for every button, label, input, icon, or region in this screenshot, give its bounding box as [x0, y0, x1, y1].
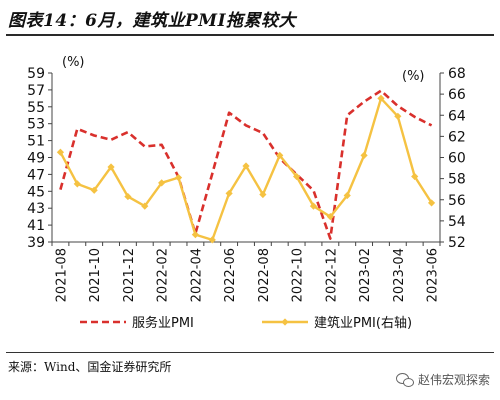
- x-tick-label: 2021-08: [54, 248, 69, 302]
- chart-legend: 服务业PMI 建筑业PMI(右轴): [80, 315, 412, 331]
- y-left-tick-label: 41: [27, 218, 45, 234]
- y-left-tick-label: 45: [27, 184, 45, 200]
- series-point-1: [141, 202, 149, 210]
- figure-title: 图表14：6月，建筑业PMI拖累较大: [8, 11, 297, 31]
- y-right-tick-label: 52: [448, 235, 466, 251]
- y-left-tick-label: 51: [27, 134, 45, 150]
- title-divider: [6, 34, 494, 36]
- y-left-unit: (%): [62, 55, 85, 70]
- x-tick-label: 2022-08: [257, 248, 272, 302]
- series-point-1: [360, 151, 368, 159]
- y-right-tick-label: 56: [448, 193, 466, 209]
- x-tick-label: 2022-12: [324, 248, 339, 302]
- series-point-1: [191, 231, 199, 239]
- series-point-1: [377, 94, 385, 102]
- series-point-1: [56, 148, 65, 156]
- series-point-1: [225, 189, 233, 198]
- watermark-text: 赵伟宏观探索: [417, 373, 490, 387]
- series-point-1: [208, 236, 216, 244]
- chart-series: [56, 89, 436, 244]
- y-right-tick-label: 66: [448, 87, 466, 103]
- y-right-tick-label: 68: [448, 66, 466, 82]
- source-divider: [6, 352, 494, 353]
- series-point-1: [158, 179, 166, 187]
- series-point-1: [73, 180, 81, 188]
- x-tick-label: 2023-04: [392, 248, 407, 302]
- series-point-1: [242, 162, 250, 170]
- x-tick-label: 2022-10: [291, 248, 306, 302]
- y-right-tick-label: 64: [448, 108, 466, 124]
- series-point-1: [107, 163, 115, 171]
- legend-label-0: 服务业PMI: [132, 315, 194, 331]
- series-point-1: [394, 112, 402, 120]
- x-tick-label: 2022-06: [223, 248, 238, 302]
- chat-bubble-icon: [395, 372, 414, 387]
- x-tick-label: 2023-06: [426, 248, 441, 302]
- series-point-1: [411, 172, 419, 181]
- y-right-unit: (%): [402, 69, 425, 84]
- y-right-tick-label: 60: [448, 151, 466, 167]
- series-point-1: [276, 151, 284, 159]
- series-point-1: [427, 199, 436, 207]
- y-right-tick-label: 54: [448, 214, 466, 230]
- series-point-1: [343, 191, 351, 200]
- y-left-tick-label: 55: [27, 100, 45, 116]
- legend-marker-1: [281, 318, 289, 326]
- series-point-1: [90, 186, 98, 194]
- series-point-1: [259, 190, 267, 199]
- watermark: 赵伟宏观探索: [395, 371, 490, 388]
- series-point-1: [309, 202, 318, 210]
- y-left-tick-label: 43: [27, 201, 45, 217]
- y-left-tick-label: 39: [27, 235, 45, 251]
- y-right-tick-label: 58: [448, 172, 466, 188]
- legend-label-1: 建筑业PMI(右轴): [314, 315, 412, 331]
- x-tick-label: 2022-02: [156, 248, 171, 302]
- y-left-tick-label: 57: [27, 83, 45, 99]
- x-tick-label: 2021-12: [122, 248, 137, 302]
- source-note: 来源：Wind、国金证券研究所: [8, 360, 172, 374]
- x-tick-label: 2021-10: [88, 248, 103, 302]
- series-point-1: [293, 172, 301, 181]
- y-left-tick-label: 53: [27, 117, 45, 133]
- x-tick-label: 2023-02: [358, 248, 373, 302]
- series-line-0: [59, 89, 433, 240]
- y-left-tick-label: 49: [27, 151, 45, 167]
- x-tick-label: 2022-04: [189, 248, 204, 302]
- series-point-1: [124, 192, 132, 201]
- series-point-1: [174, 173, 183, 182]
- y-left-tick-label: 59: [27, 66, 45, 82]
- series-point-1: [326, 213, 334, 221]
- y-right-tick-label: 62: [448, 129, 466, 145]
- y-left-tick-label: 47: [27, 167, 45, 183]
